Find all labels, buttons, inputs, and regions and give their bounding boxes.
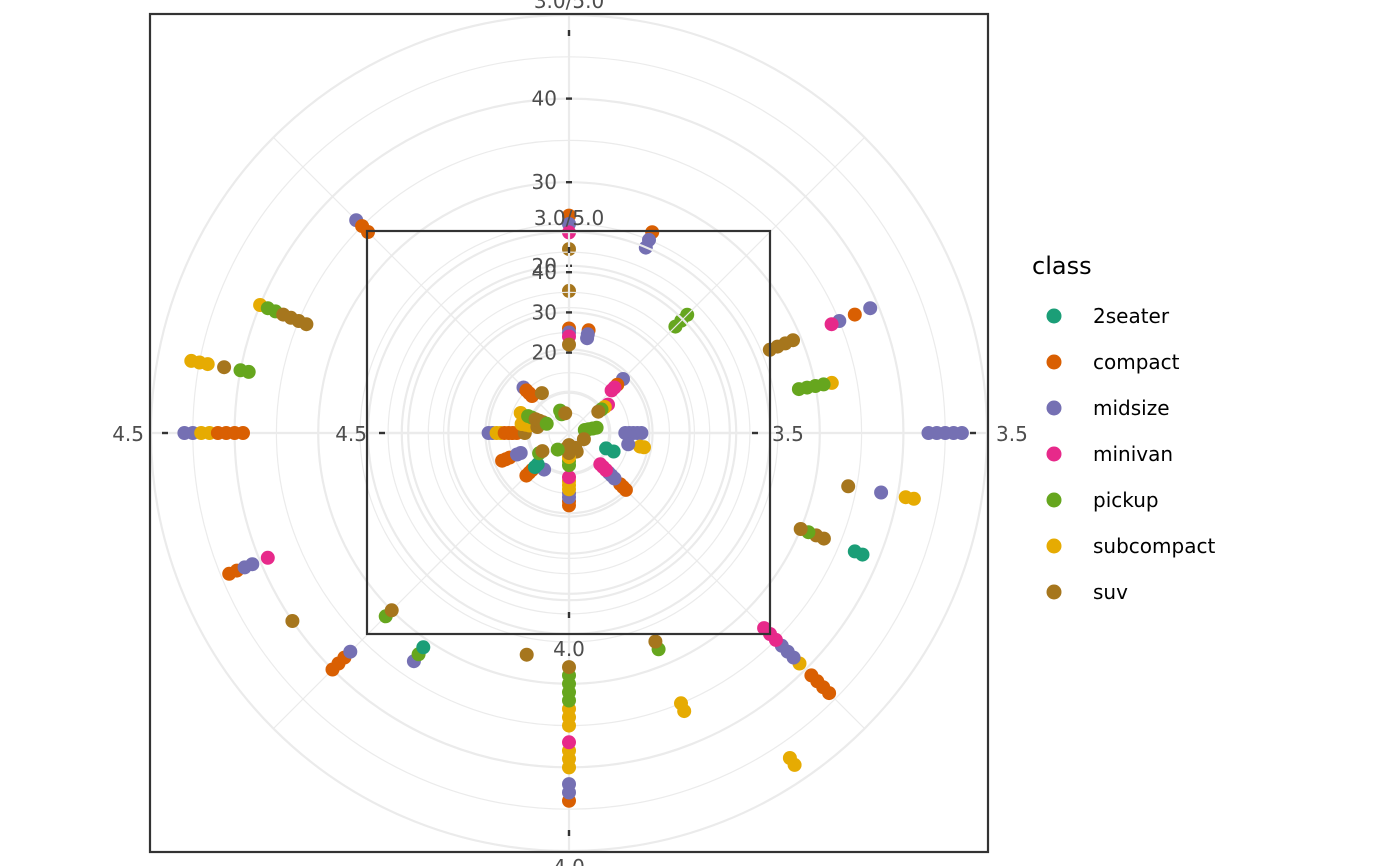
legend-key-midsize xyxy=(1046,400,1062,416)
theta-axis: 3.0/5.0 3.5 4.0 4.5 xyxy=(112,0,1028,866)
legend-key-suv xyxy=(1046,584,1062,600)
data-point-suv xyxy=(576,432,591,447)
data-point-midsize xyxy=(863,301,878,316)
panel-border xyxy=(148,12,990,854)
radial-grid xyxy=(366,230,772,636)
data-point-pickup xyxy=(550,442,565,457)
legend-label-minivan: minivan xyxy=(1093,442,1173,466)
r-tick-label: 30 xyxy=(532,170,557,194)
data-point-pickup xyxy=(241,364,256,379)
legend-title: class xyxy=(1032,252,1092,280)
legend-key-compact xyxy=(1046,354,1062,370)
data-point-suv xyxy=(793,522,808,536)
theta-tick-label: 3.5 xyxy=(996,422,1028,446)
data-points xyxy=(481,321,651,513)
theta-tick-label: 4.0 xyxy=(553,855,585,866)
data-point-minivan xyxy=(757,621,772,636)
legend-label-subcompact: subcompact xyxy=(1093,534,1215,558)
data-point-midsize xyxy=(874,485,889,500)
data-point-midsize xyxy=(580,331,595,346)
r-tick-label: 40 xyxy=(532,87,557,111)
theta-axis: 3.0/5.0 3.5 4.0 4.5 xyxy=(335,206,804,661)
data-point-minivan xyxy=(593,457,608,472)
data-point-midsize xyxy=(621,437,636,452)
data-point-minivan xyxy=(824,317,839,332)
data-point-suv xyxy=(285,614,300,628)
data-point-midsize xyxy=(245,557,260,572)
theta-tick-label: 3.5 xyxy=(772,422,804,446)
data-point-suv xyxy=(535,444,550,459)
legend-label-2seater: 2seater xyxy=(1093,304,1170,328)
data-point-compact xyxy=(236,426,250,440)
data-point-2seater xyxy=(599,441,614,456)
data-point-compact xyxy=(804,668,819,683)
data-point-minivan xyxy=(562,735,576,750)
legend-label-compact: compact xyxy=(1093,350,1180,374)
data-point-midsize xyxy=(343,644,358,659)
data-point-pickup xyxy=(539,416,554,431)
r-axis: 20 30 40 xyxy=(532,260,572,365)
data-point-2seater xyxy=(530,457,545,472)
data-point-suv xyxy=(562,337,576,352)
data-point-midsize xyxy=(513,446,528,460)
data-point-subcompact xyxy=(782,751,797,765)
data-point-suv xyxy=(591,404,606,419)
r-tick-label: 40 xyxy=(532,260,557,284)
legend-label-pickup: pickup xyxy=(1093,488,1159,512)
data-point-subcompact xyxy=(200,357,215,372)
legend-key-subcompact xyxy=(1046,538,1062,554)
data-point-compact xyxy=(847,307,862,322)
data-point-subcompact xyxy=(674,696,688,711)
data-point-suv xyxy=(648,634,663,649)
inset-panel: 3.0/5.0 3.5 4.0 4.5 20 30 40 xyxy=(335,206,804,661)
grid-spoke xyxy=(426,290,570,434)
data-point-subcompact xyxy=(633,439,648,454)
data-points xyxy=(177,208,969,808)
data-point-suv xyxy=(558,406,573,421)
theta-tick-label: 4.5 xyxy=(112,422,144,446)
data-point-minivan xyxy=(604,383,619,398)
theta-tick-label: 4.5 xyxy=(335,422,367,446)
data-point-minivan xyxy=(260,550,275,565)
theta-tick-label: 3.0/5.0 xyxy=(534,206,604,230)
r-tick-label: 20 xyxy=(532,341,557,365)
legend-key-minivan xyxy=(1046,446,1062,462)
data-point-suv xyxy=(562,660,576,675)
data-point-minivan xyxy=(562,470,576,485)
data-point-midsize xyxy=(562,777,576,792)
data-point-suv xyxy=(299,317,314,332)
data-point-suv xyxy=(384,603,399,618)
data-point-2seater xyxy=(416,640,431,655)
data-point-suv xyxy=(519,647,534,662)
data-point-midsize xyxy=(618,426,633,440)
r-tick-label: 30 xyxy=(532,300,557,324)
panel-border xyxy=(365,229,772,636)
legend-key-2seater xyxy=(1046,308,1062,324)
theta-tick-label: 3.0/5.0 xyxy=(534,0,604,13)
legend-entries: 2seater compact midsize minivan pickup subcom… xyxy=(1046,304,1215,604)
data-point-suv xyxy=(841,479,856,494)
legend: class 2seater compact midsize minivan pickup… xyxy=(1032,252,1215,604)
grid-spoke xyxy=(568,432,712,576)
data-point-suv xyxy=(217,360,232,375)
legend-label-suv: suv xyxy=(1093,580,1128,604)
data-point-pickup xyxy=(791,382,806,397)
data-point-midsize xyxy=(921,426,936,440)
data-point-subcompact xyxy=(898,490,913,505)
legend-label-midsize: midsize xyxy=(1093,396,1170,420)
theta-tick-label: 4.0 xyxy=(553,637,585,661)
data-point-suv xyxy=(534,386,549,401)
data-point-2seater xyxy=(847,544,862,559)
legend-key-pickup xyxy=(1046,492,1062,508)
